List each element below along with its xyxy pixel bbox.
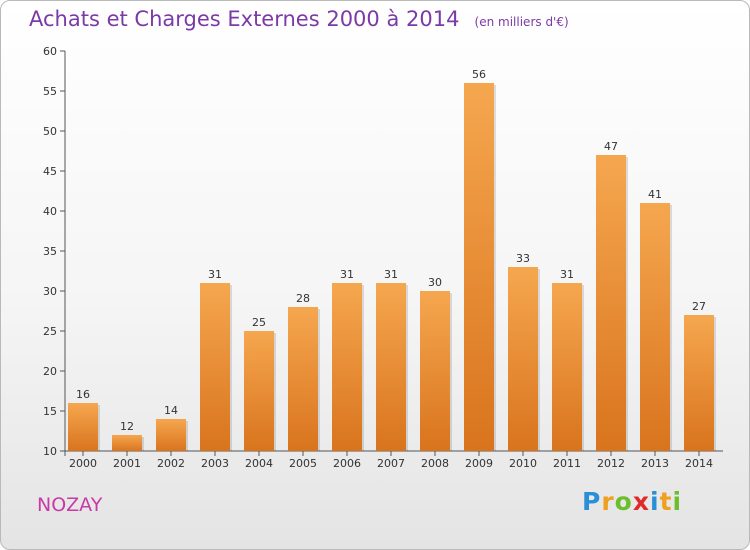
logo-letter: i bbox=[672, 487, 683, 516]
y-tick-label: 55 bbox=[43, 85, 57, 98]
y-tick-label: 35 bbox=[43, 245, 57, 258]
bar-value-label: 28 bbox=[296, 292, 310, 305]
logo-letter: r bbox=[601, 487, 615, 516]
bar-2012 bbox=[596, 155, 626, 451]
x-tick-label: 2005 bbox=[289, 457, 317, 470]
bar-value-label: 31 bbox=[340, 268, 354, 281]
x-tick-label: 2002 bbox=[157, 457, 185, 470]
x-tick-label: 2004 bbox=[245, 457, 273, 470]
city-name: NOZAY bbox=[37, 494, 103, 516]
bar-2003 bbox=[200, 283, 230, 451]
bar-2014 bbox=[684, 315, 714, 451]
logo-letter: x bbox=[632, 487, 650, 516]
bar-2004 bbox=[244, 331, 274, 451]
bar-value-label: 16 bbox=[76, 388, 90, 401]
bar-2010 bbox=[508, 267, 538, 451]
y-tick-label: 15 bbox=[43, 405, 57, 418]
bar-2001 bbox=[112, 435, 142, 451]
logo-letter: i bbox=[650, 487, 660, 516]
x-tick-label: 2006 bbox=[333, 457, 361, 470]
chart-title-unit: (en milliers d'€) bbox=[474, 15, 569, 29]
bar-2011 bbox=[552, 283, 582, 451]
bar-2006 bbox=[332, 283, 362, 451]
x-tick-label: 2014 bbox=[685, 457, 713, 470]
bar-value-label: 30 bbox=[428, 276, 442, 289]
x-tick-label: 2000 bbox=[69, 457, 97, 470]
x-tick-label: 2003 bbox=[201, 457, 229, 470]
bar-2013 bbox=[640, 203, 670, 451]
x-tick-label: 2007 bbox=[377, 457, 405, 470]
logo-letter: o bbox=[614, 487, 633, 516]
bar-value-label: 25 bbox=[252, 316, 266, 329]
chart-bars: 16 12 14 31 25 28 31 31 30 56 33 31 47 41 27 bbox=[68, 68, 716, 451]
x-tick-label: 2012 bbox=[597, 457, 625, 470]
x-tick-label: 2009 bbox=[465, 457, 493, 470]
x-tick-label: 2013 bbox=[641, 457, 669, 470]
y-tick-label: 30 bbox=[43, 285, 57, 298]
x-tick-label: 2010 bbox=[509, 457, 537, 470]
proxiti-logo: Proxiti bbox=[582, 487, 682, 516]
bar-value-label: 33 bbox=[516, 252, 530, 265]
y-tick-label: 20 bbox=[43, 365, 57, 378]
y-tick-label: 10 bbox=[43, 445, 57, 458]
bar-value-label: 31 bbox=[208, 268, 222, 281]
logo-letter: t bbox=[659, 487, 673, 516]
bar-2007 bbox=[376, 283, 406, 451]
chart-title-main: Achats et Charges Externes 2000 à 2014 bbox=[29, 7, 460, 31]
bar-value-label: 27 bbox=[692, 300, 706, 313]
chart-title: Achats et Charges Externes 2000 à 2014 (… bbox=[29, 7, 569, 31]
logo-letter: P bbox=[582, 487, 602, 516]
bar-value-label: 41 bbox=[648, 188, 662, 201]
x-tick-label: 2011 bbox=[553, 457, 581, 470]
y-tick-label: 60 bbox=[43, 45, 57, 58]
bar-value-label: 31 bbox=[560, 268, 574, 281]
bar-value-label: 56 bbox=[472, 68, 486, 81]
bar-2009 bbox=[464, 83, 494, 451]
y-tick-label: 25 bbox=[43, 325, 57, 338]
bar-value-label: 12 bbox=[120, 420, 134, 433]
y-tick-label: 50 bbox=[43, 125, 57, 138]
bar-value-label: 31 bbox=[384, 268, 398, 281]
y-tick-label: 45 bbox=[43, 165, 57, 178]
bar-2000 bbox=[68, 403, 98, 451]
chart-axes: 10 15 20 25 30 35 40 45 50 55 60 2000 2001 2002 2003 20… bbox=[43, 45, 723, 470]
bar-2005 bbox=[288, 307, 318, 451]
bar-value-label: 14 bbox=[164, 404, 178, 417]
bar-value-label: 47 bbox=[604, 140, 618, 153]
y-tick-label: 40 bbox=[43, 205, 57, 218]
bar-2008 bbox=[420, 291, 450, 451]
bar-2002 bbox=[156, 419, 186, 451]
x-tick-label: 2001 bbox=[113, 457, 141, 470]
x-tick-label: 2008 bbox=[421, 457, 449, 470]
